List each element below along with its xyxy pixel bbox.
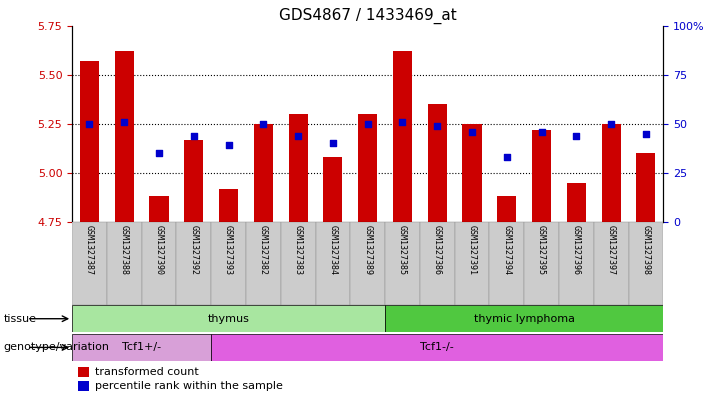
Text: GSM1327397: GSM1327397 xyxy=(606,224,616,275)
Bar xyxy=(107,222,141,305)
Text: GSM1327392: GSM1327392 xyxy=(190,224,198,275)
Point xyxy=(466,129,478,135)
Text: thymic lymphoma: thymic lymphoma xyxy=(474,314,575,324)
Bar xyxy=(219,189,238,222)
Point xyxy=(327,140,339,147)
Text: tissue: tissue xyxy=(4,314,37,324)
Bar xyxy=(385,305,663,332)
Bar xyxy=(455,222,490,305)
Bar xyxy=(280,222,316,305)
Bar xyxy=(393,51,412,222)
Bar xyxy=(141,222,177,305)
Bar xyxy=(637,153,655,222)
Text: GSM1327384: GSM1327384 xyxy=(329,224,337,275)
Text: GSM1327389: GSM1327389 xyxy=(363,224,372,275)
Text: thymus: thymus xyxy=(208,314,249,324)
Point xyxy=(154,150,165,156)
Bar xyxy=(78,367,89,377)
Bar xyxy=(78,381,89,391)
Bar xyxy=(567,183,586,222)
Bar xyxy=(149,196,169,222)
Point xyxy=(118,119,130,125)
Bar xyxy=(288,114,308,222)
Point xyxy=(188,132,200,139)
Bar xyxy=(420,222,455,305)
Bar xyxy=(490,222,524,305)
Text: percentile rank within the sample: percentile rank within the sample xyxy=(94,381,283,391)
Bar xyxy=(246,222,280,305)
Bar xyxy=(177,222,211,305)
Text: GSM1327396: GSM1327396 xyxy=(572,224,581,275)
Bar xyxy=(559,222,594,305)
Text: GSM1327394: GSM1327394 xyxy=(503,224,511,275)
Bar xyxy=(80,61,99,222)
Bar xyxy=(211,222,246,305)
Point xyxy=(362,121,373,127)
Bar xyxy=(316,222,350,305)
Point xyxy=(640,130,652,137)
Point xyxy=(431,123,443,129)
Bar xyxy=(462,124,482,222)
Text: GSM1327382: GSM1327382 xyxy=(259,224,268,275)
Bar xyxy=(350,222,385,305)
Bar xyxy=(629,222,663,305)
Point xyxy=(293,132,304,139)
Text: GSM1327390: GSM1327390 xyxy=(154,224,164,275)
Bar xyxy=(211,334,663,361)
Bar xyxy=(72,305,385,332)
Point xyxy=(501,154,513,160)
Bar xyxy=(358,114,377,222)
Bar xyxy=(524,222,559,305)
Text: Tcf1+/-: Tcf1+/- xyxy=(122,342,162,353)
Bar xyxy=(185,140,203,222)
Text: GSM1327385: GSM1327385 xyxy=(398,224,407,275)
Text: genotype/variation: genotype/variation xyxy=(4,342,110,353)
Text: GSM1327391: GSM1327391 xyxy=(467,224,477,275)
Text: GSM1327383: GSM1327383 xyxy=(293,224,303,275)
Text: GSM1327386: GSM1327386 xyxy=(433,224,442,275)
Point xyxy=(257,121,269,127)
Bar xyxy=(532,130,551,222)
Text: transformed count: transformed count xyxy=(94,367,198,377)
Point xyxy=(570,132,582,139)
Bar xyxy=(115,51,134,222)
Bar xyxy=(254,124,273,222)
Text: GSM1327395: GSM1327395 xyxy=(537,224,546,275)
Bar xyxy=(72,222,107,305)
Point xyxy=(84,121,95,127)
Bar xyxy=(594,222,629,305)
Point xyxy=(223,142,234,149)
Text: GSM1327398: GSM1327398 xyxy=(642,224,650,275)
Point xyxy=(606,121,617,127)
Bar xyxy=(497,196,516,222)
Bar xyxy=(428,104,447,222)
Bar xyxy=(323,157,342,222)
Text: GSM1327393: GSM1327393 xyxy=(224,224,233,275)
Text: GSM1327387: GSM1327387 xyxy=(85,224,94,275)
Bar xyxy=(385,222,420,305)
Bar xyxy=(72,334,211,361)
Bar xyxy=(601,124,621,222)
Text: GSM1327388: GSM1327388 xyxy=(120,224,129,275)
Point xyxy=(536,129,547,135)
Text: Tcf1-/-: Tcf1-/- xyxy=(420,342,454,353)
Title: GDS4867 / 1433469_at: GDS4867 / 1433469_at xyxy=(279,8,456,24)
Point xyxy=(397,119,408,125)
